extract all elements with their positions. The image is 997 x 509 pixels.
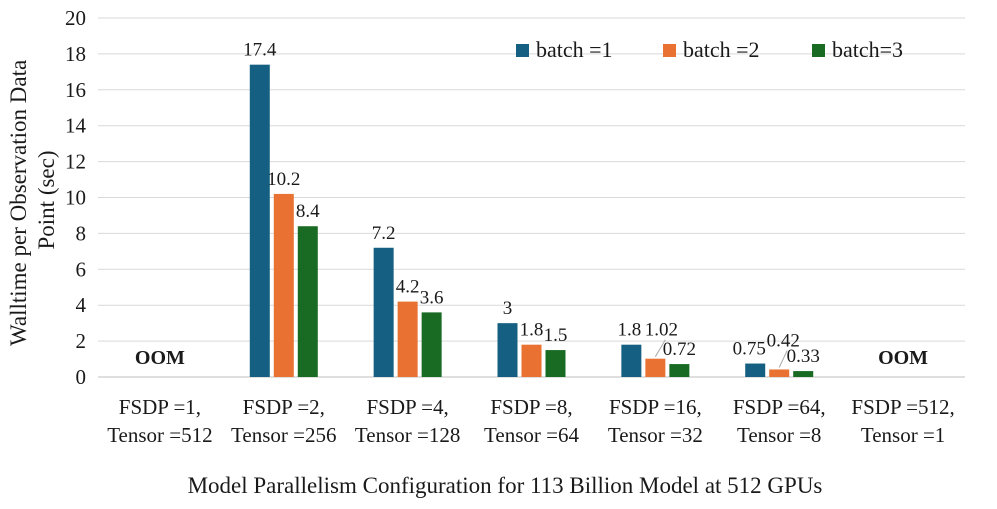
bar-batch2-2 (397, 301, 418, 377)
y-tick-label: 4 (76, 293, 87, 317)
x-category-label-line: FSDP =512, (851, 395, 954, 419)
oom-annotation: OOM (878, 347, 928, 369)
bar-batch1-3 (497, 323, 518, 377)
x-category-label-line: Tensor =512 (107, 423, 212, 447)
bar-batch3-3 (545, 350, 566, 377)
data-label: 0.75 (733, 339, 766, 360)
data-label: 0.42 (767, 330, 800, 351)
bar-batch2-1 (273, 193, 294, 377)
data-label: 1.02 (645, 320, 678, 341)
legend-label: batch=3 (832, 37, 903, 62)
y-tick-label: 18 (65, 42, 86, 66)
bar-batch2-5 (769, 369, 790, 377)
bar-batch2-3 (521, 344, 542, 377)
legend-label: batch =2 (683, 37, 760, 62)
bar-batch2-4 (645, 358, 666, 377)
y-tick-label: 20 (65, 6, 86, 30)
data-label: 17.4 (243, 40, 277, 61)
bar-batch1-1 (249, 64, 270, 378)
y-tick-label: 2 (76, 329, 87, 353)
x-category-label-line: Tensor =32 (608, 423, 703, 447)
x-category-label: FSDP =4, Tensor =128 (355, 395, 460, 447)
legend-swatch (663, 44, 676, 57)
x-category-label-line: FSDP =2, (243, 395, 325, 419)
bar-batch1-2 (373, 247, 394, 377)
data-label: 3.6 (420, 287, 444, 308)
bar-batch3-4 (669, 364, 690, 377)
x-category-label-line: FSDP =8, (490, 395, 572, 419)
oom-annotation: OOM (135, 347, 185, 369)
x-category-label-line: Tensor =8 (737, 423, 821, 447)
y-tick-label: 6 (76, 257, 87, 281)
legend-swatch (516, 44, 529, 57)
y-tick-label: 16 (65, 78, 86, 102)
bar-batch1-4 (621, 344, 642, 377)
data-label: 7.2 (372, 223, 396, 244)
x-category-label: FSDP =1, Tensor =512 (107, 395, 212, 447)
bar-batch1-5 (745, 363, 766, 377)
data-label-leader (778, 350, 788, 368)
x-category-label-line: Tensor =128 (355, 423, 460, 447)
y-tick-label: 14 (65, 114, 87, 138)
legend-label: batch =1 (536, 37, 613, 62)
x-category-label-line: FSDP =16, (609, 395, 702, 419)
data-label-leader (654, 339, 666, 357)
x-category-label-line: Tensor =64 (484, 423, 579, 447)
data-label: 3 (503, 298, 513, 319)
data-label: 1.5 (544, 325, 568, 346)
legend: batch =1 batch =2 batch=3 (516, 37, 903, 62)
x-category-label: FSDP =2, Tensor =256 (231, 395, 336, 447)
x-category-label: FSDP =8, Tensor =64 (484, 395, 579, 447)
y-axis-title: Walltime per Observation Data Point (sec… (6, 54, 59, 346)
x-category-label: FSDP =16, Tensor =32 (608, 395, 703, 447)
y-tick-label: 8 (76, 221, 87, 245)
x-category-label-line: Tensor =1 (861, 423, 945, 447)
x-category-label-line: Tensor =256 (231, 423, 336, 447)
x-axis-title: Model Parallelism Configuration for 113 … (188, 473, 823, 498)
x-category-label: FSDP =512, Tensor =1 (851, 395, 954, 447)
x-category-label-line: FSDP =64, (733, 395, 826, 419)
y-axis-ticks: 0 2 4 6 8 10 12 14 16 18 20 (65, 6, 87, 389)
data-label: 1.8 (520, 320, 544, 341)
bar-batch3-1 (297, 226, 318, 377)
y-tick-label: 0 (76, 365, 87, 389)
x-category-label-line: FSDP =4, (367, 395, 449, 419)
x-category-label-line: FSDP =1, (119, 395, 201, 419)
y-axis-title-line-2: Point (sec) (34, 150, 59, 249)
y-axis-title-line-1: Walltime per Observation Data (6, 60, 31, 346)
legend-swatch (812, 44, 825, 57)
data-label: 4.2 (396, 277, 420, 298)
data-label: 10.2 (267, 169, 300, 190)
data-label: 8.4 (296, 201, 320, 222)
x-category-label: FSDP =64, Tensor =8 (733, 395, 826, 447)
bar-batch3-2 (421, 312, 442, 377)
data-label: 0.72 (663, 339, 696, 360)
data-label: 0.33 (787, 346, 820, 367)
bars (249, 64, 814, 378)
y-tick-label: 12 (65, 150, 86, 174)
data-label: 1.8 (617, 320, 641, 341)
bar-batch3-5 (793, 371, 814, 377)
y-tick-label: 10 (65, 186, 86, 210)
